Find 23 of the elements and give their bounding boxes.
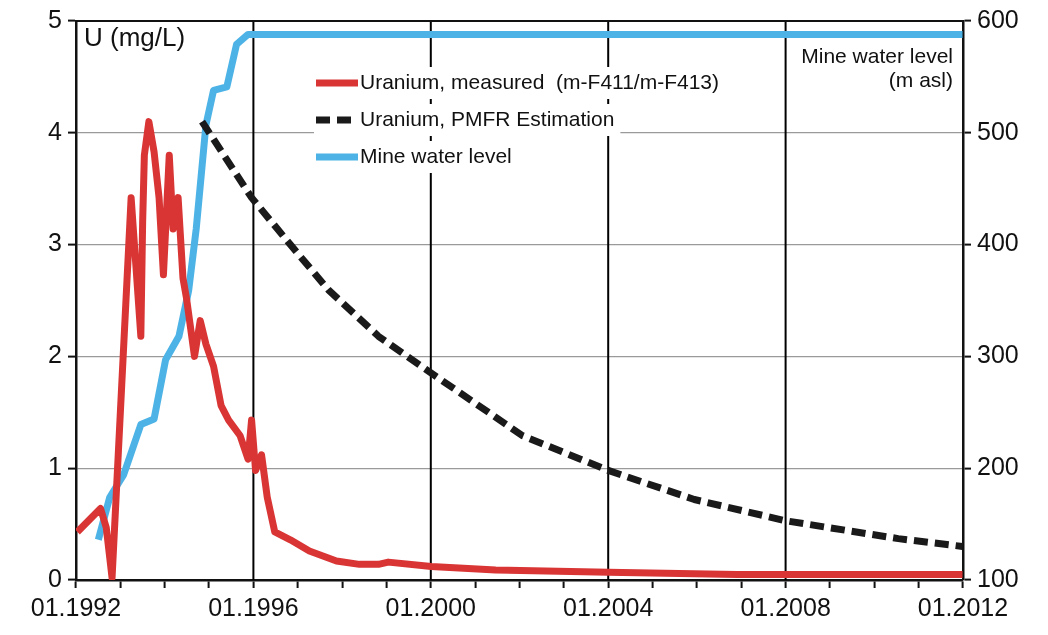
y-tick-label: 2 <box>48 340 62 369</box>
y-tick-label: 5 <box>48 4 62 33</box>
legend-label: Uranium, PMFR Estimation <box>360 106 615 130</box>
legend-label: Uranium, measured (m-F411/m-F413) <box>360 69 720 93</box>
legend-label: Mine water level <box>360 143 512 167</box>
x-tick-label: 01.2012 <box>917 592 1009 621</box>
x-tick-label: 01.2000 <box>385 592 476 621</box>
y-tick-label: 0 <box>48 563 62 592</box>
y2-tick-label: 100 <box>977 563 1019 592</box>
y2-tick-label: 200 <box>977 452 1019 481</box>
y-axis-title: U (mg/L) <box>84 22 186 53</box>
y2-tick-label: 600 <box>977 4 1019 33</box>
x-tick-label: 01.1992 <box>30 592 122 621</box>
y2-tick-label: 400 <box>977 228 1019 257</box>
y2-tick-label: 300 <box>977 340 1019 369</box>
x-tick-label: 01.2004 <box>563 592 654 621</box>
x-tick-label: 01.2008 <box>740 592 831 621</box>
x-tick-label: 01.1996 <box>208 592 299 621</box>
y2-axis-title: Mine water level (m asl) <box>801 44 953 92</box>
y2-tick-label: 500 <box>977 116 1019 145</box>
y-tick-label: 3 <box>48 228 62 257</box>
y-tick-label: 4 <box>48 116 63 145</box>
y-tick-label: 1 <box>48 452 62 481</box>
